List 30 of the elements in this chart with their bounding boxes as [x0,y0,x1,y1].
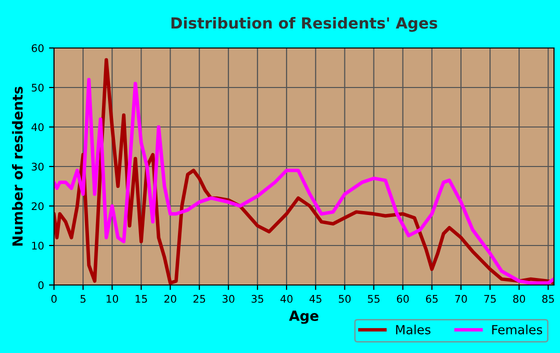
x-tick-label: 85 [542,294,554,303]
x-tick-label: 75 [484,295,496,303]
y-tick-label: 20 [32,202,44,210]
x-tick-label: 35 [252,294,264,303]
x-tick-label: 25 [193,294,206,303]
x-tick-label: 20 [164,294,176,303]
y-tick-label: 60 [32,44,44,52]
y-tick-label: 50 [32,84,44,92]
x-tick-label: 15 [136,295,147,303]
x-tick-label: 70 [455,294,467,303]
x-tick-label: 55 [368,295,380,303]
y-tick-label: 40 [32,123,44,132]
x-tick-label: 45 [310,295,322,303]
y-tick-label: 0 [38,281,44,290]
x-tick-label: 0 [51,294,57,303]
x-tick-label: 30 [222,294,234,303]
x-axis-title: Age [289,310,318,324]
y-tick-label: 30 [32,162,44,171]
chart-title: Distribution of Residents' Ages [171,16,438,32]
x-tick-label: 65 [426,294,438,303]
x-tick-label: 80 [513,294,526,303]
x-tick-label: 10 [106,294,118,303]
y-axis-title: Number of residents [12,86,23,246]
y-tick-label: 10 [32,242,44,250]
x-tick-label: 50 [338,294,351,303]
legend-label: Females [492,324,542,334]
x-tick-label: 40 [280,294,292,303]
x-tick-label: 5 [80,295,86,303]
legend-label: Males [396,324,430,334]
x-tick-label: 60 [396,294,409,303]
